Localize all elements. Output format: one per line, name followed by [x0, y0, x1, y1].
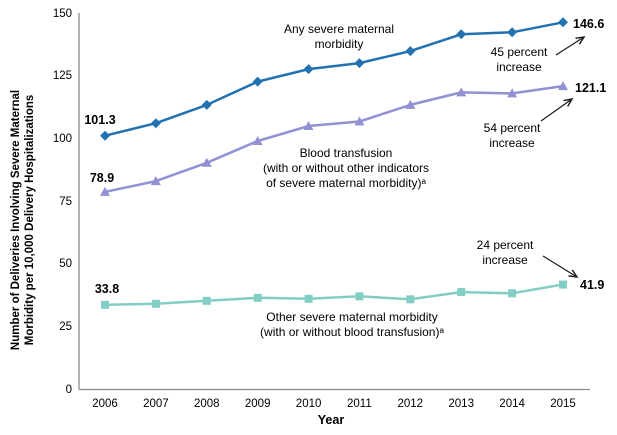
x-tick-label: 2011 — [347, 398, 372, 410]
annotation-other-smm: Other severe maternal morbidity (with or… — [260, 310, 444, 339]
x-tick-label: 2008 — [194, 398, 220, 410]
data-series — [100, 17, 569, 309]
annotation-any-smm: Any severe maternal morbidity — [283, 22, 395, 51]
annotation-45-percent-increase: 45 percent increase — [490, 45, 548, 74]
value-label-any-2006: 101.3 — [84, 113, 116, 127]
annotation-blood-transfusion: Blood transfusion (with or without other… — [262, 146, 430, 190]
x-tick-label: 2013 — [448, 398, 474, 410]
value-label-other-2015: 41.9 — [580, 278, 605, 292]
x-tick-label: 2007 — [143, 398, 169, 410]
y-tick-label: 150 — [52, 7, 72, 20]
annotation-24-percent-increase: 24 percent increase — [476, 238, 534, 267]
value-label-transfusion-2015: 121.1 — [575, 81, 607, 95]
x-tick-label: 2014 — [499, 398, 525, 410]
x-tick-label: 2012 — [397, 398, 424, 410]
x-tick-label: 2006 — [92, 398, 118, 410]
value-label-transfusion-2006: 78.9 — [89, 171, 115, 185]
y-tick-label: 75 — [59, 195, 72, 208]
annotation-arrows — [540, 37, 584, 277]
axes — [78, 13, 590, 391]
annotation-54-percent-increase: 54 percent increase — [483, 121, 541, 150]
y-tick-label: 125 — [52, 70, 72, 83]
y-tick-label: 100 — [52, 133, 72, 145]
x-axis-title: Year — [317, 413, 345, 427]
x-tick-label: 2015 — [550, 398, 576, 410]
y-axis-title: Number of Deliveries Involving Severe Ma… — [10, 89, 36, 351]
value-label-any-2015: 146.6 — [573, 17, 605, 31]
x-tick-label: 2010 — [295, 398, 322, 410]
y-tick-label: 0 — [65, 383, 72, 396]
value-label-other-2006: 33.8 — [94, 282, 120, 296]
y-tick-label: 50 — [59, 258, 72, 271]
x-tick-label: 2009 — [244, 398, 271, 410]
y-tick-label: 25 — [59, 320, 72, 333]
